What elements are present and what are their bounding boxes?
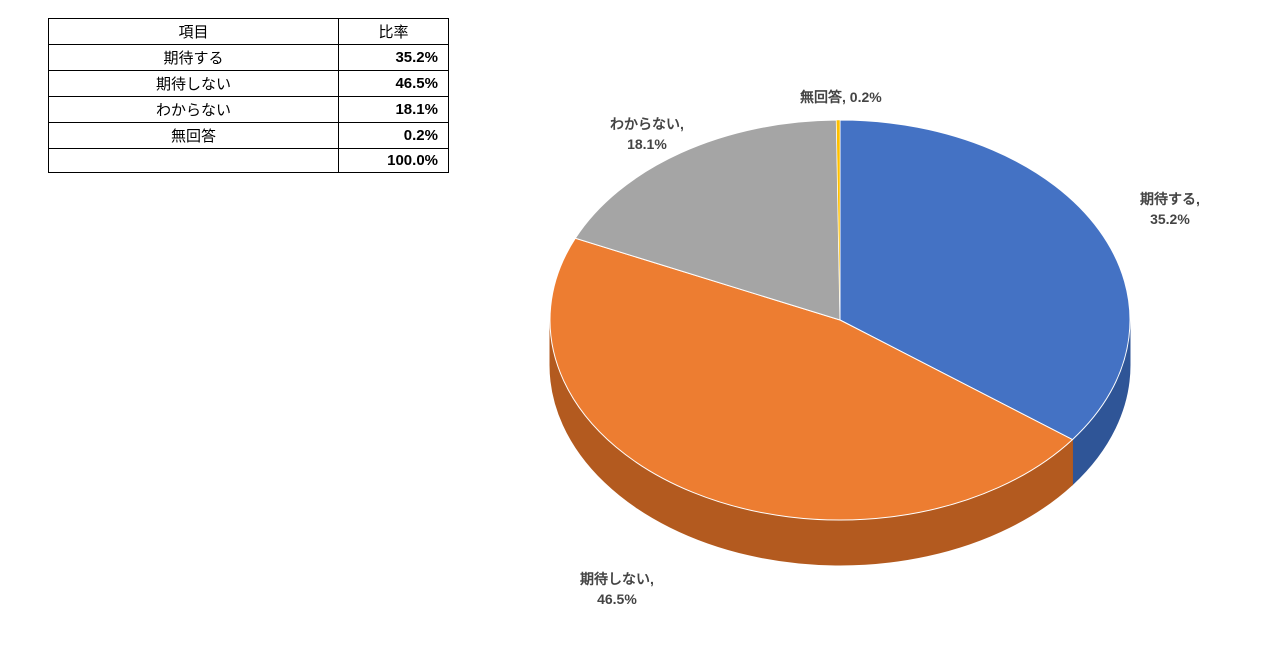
table-cell-ratio: 46.5% [339, 71, 449, 97]
pie-slice-label: 期待する,35.2% [1140, 190, 1200, 229]
table-cell-item: 無回答 [49, 123, 339, 149]
table-row: 無回答 0.2% [49, 123, 449, 149]
pie-slice-label: わからない,18.1% [610, 115, 684, 154]
table-cell-item: わからない [49, 97, 339, 123]
table-cell-ratio: 18.1% [339, 97, 449, 123]
pie-slice-label: 無回答, 0.2% [800, 88, 882, 108]
table-row: わからない 18.1% [49, 97, 449, 123]
table-cell-item [49, 149, 339, 173]
table-cell-ratio: 35.2% [339, 45, 449, 71]
table-header-item: 項目 [49, 19, 339, 45]
table-row: 期待する 35.2% [49, 45, 449, 71]
table-header-ratio: 比率 [339, 19, 449, 45]
table-cell-item: 期待しない [49, 71, 339, 97]
table-cell-ratio: 0.2% [339, 123, 449, 149]
table-cell-item: 期待する [49, 45, 339, 71]
data-table: 項目 比率 期待する 35.2% 期待しない 46.5% わからない 18.1%… [48, 18, 449, 173]
table-row: 期待しない 46.5% [49, 71, 449, 97]
table-body: 期待する 35.2% 期待しない 46.5% わからない 18.1% 無回答 0… [49, 45, 449, 173]
pie-slice-label: 期待しない,46.5% [580, 570, 654, 609]
table-cell-ratio: 100.0% [339, 149, 449, 173]
table-row-total: 100.0% [49, 149, 449, 173]
pie-chart: 期待する,35.2% 期待しない,46.5% わからない,18.1% 無回答, 0.2… [480, 60, 1240, 660]
